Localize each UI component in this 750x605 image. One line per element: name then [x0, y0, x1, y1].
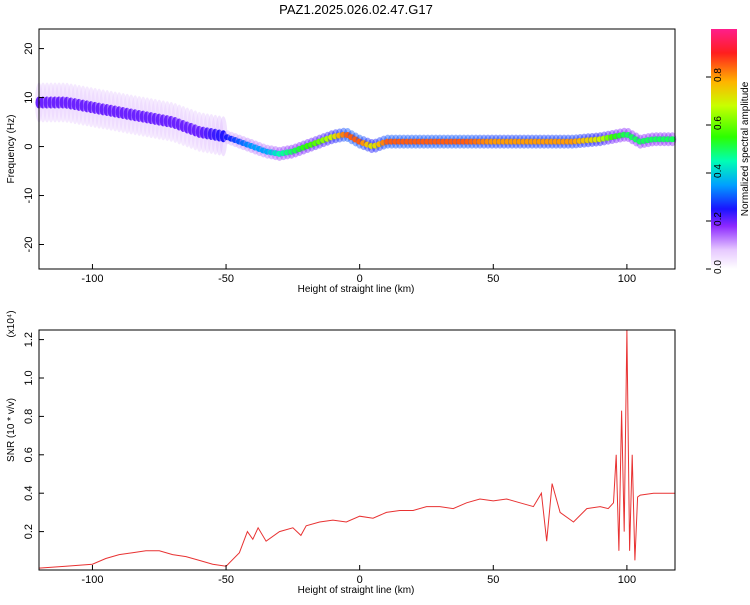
snr-y-tick-label: 0.4: [23, 486, 35, 501]
colorbar: 0.0 0.2 0.4 0.6 0.8 Normalized spectral ampl…: [706, 29, 750, 274]
colorbar-tick-label: 0.4: [713, 164, 724, 178]
snr-scale-note: (x10⁴): [6, 310, 17, 337]
spectrogram-marks: [35, 82, 677, 161]
spectrogram-y-tick-label: 20: [23, 42, 35, 54]
snr-panel: -100 -50 0 50 100 0.2 0.4 0.6 0.8 1.0 1.2 Height …: [6, 310, 676, 596]
snr-x-tick-label: 100: [618, 574, 636, 586]
spectrogram-x-tick-label: 100: [618, 273, 636, 285]
snr-y-tick-label: 0.8: [23, 409, 35, 424]
snr-y-tick-label: 0.6: [23, 447, 35, 462]
colorbar-tick-label: 0.6: [713, 116, 724, 130]
chart-title: PAZ1.2025.026.02.47.G17: [279, 2, 433, 17]
snr-y-tick-label: 1.2: [23, 332, 35, 347]
spectrogram-y-tick-label: 0: [23, 143, 35, 149]
snr-y-label: SNR (10 * v/v): [6, 398, 17, 462]
spectrogram-x-tick-label: 0: [357, 273, 363, 285]
snr-x-tick-label: -100: [81, 574, 103, 586]
spectrogram-y-ticks: 20 10 0 -10 -20: [23, 42, 44, 252]
spectrogram-x-ticks: -100 -50 0 50 100: [81, 264, 636, 285]
snr-x-tick-label: -50: [218, 574, 234, 586]
snr-series-line: [38, 329, 675, 569]
snr-y-ticks: 0.2 0.4 0.6 0.8 1.0 1.2: [23, 332, 44, 539]
colorbar-label: Normalized spectral amplitude: [740, 81, 750, 216]
spectrogram-y-label: Frequency (Hz): [6, 115, 17, 184]
spectrogram-y-tick-label: -20: [23, 237, 35, 253]
spectrogram-frame: [38, 28, 676, 270]
spectrogram-y-tick-label: -10: [23, 188, 35, 204]
spectrogram-cell: [668, 136, 676, 143]
spectrogram-x-label: Height of straight line (km): [298, 284, 415, 295]
spectrogram-x-tick-label: -50: [218, 273, 234, 285]
snr-x-tick-label: 50: [487, 574, 499, 586]
spectrogram-y-tick-label: 10: [23, 91, 35, 103]
snr-y-tick-label: 0.2: [23, 524, 35, 539]
colorbar-tick-label: 0.8: [713, 68, 724, 82]
colorbar-gradient: [711, 29, 737, 269]
spectrogram-x-tick-label: -100: [81, 273, 103, 285]
colorbar-tick-label: 0.2: [713, 212, 724, 226]
snr-x-label: Height of straight line (km): [298, 585, 415, 596]
snr-y-tick-label: 1.0: [23, 370, 35, 385]
snr-x-tick-label: 0: [357, 574, 363, 586]
snr-frame: [38, 329, 676, 571]
spectrogram-x-tick-label: 50: [487, 273, 499, 285]
colorbar-ticks: 0.0 0.2 0.4 0.6 0.8: [706, 68, 724, 274]
colorbar-tick-label: 0.0: [713, 260, 724, 274]
snr-x-ticks: -100 -50 0 50 100: [81, 565, 636, 586]
